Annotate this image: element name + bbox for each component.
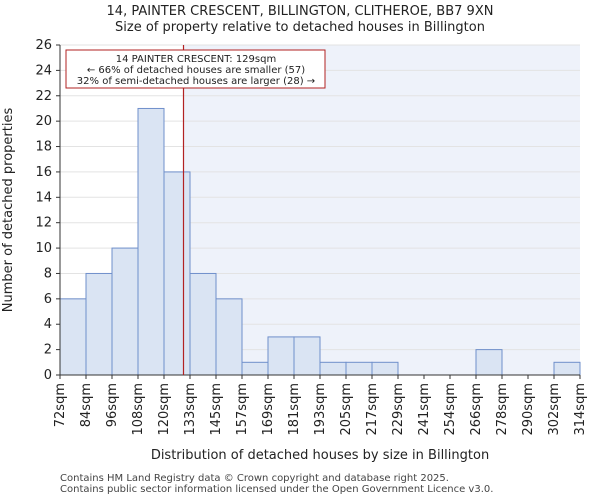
bar bbox=[189, 272, 217, 376]
x-tick-label: 193sqm bbox=[313, 383, 328, 436]
bar bbox=[267, 336, 295, 376]
bar bbox=[319, 361, 347, 376]
chart-subtitle: Size of property relative to detached ho… bbox=[115, 20, 485, 35]
y-tick-label: 4 bbox=[44, 317, 52, 332]
bar bbox=[137, 107, 165, 376]
x-tick-label: 229sqm bbox=[391, 383, 406, 436]
y-tick-label: 6 bbox=[44, 292, 52, 307]
y-tick-label: 12 bbox=[35, 216, 52, 231]
bar bbox=[371, 361, 399, 376]
y-tick-label: 14 bbox=[35, 190, 52, 205]
y-tick-label: 0 bbox=[44, 368, 52, 383]
chart-title: 14, PAINTER CRESCENT, BILLINGTON, CLITHE… bbox=[106, 4, 494, 19]
right-shaded-region bbox=[183, 45, 580, 375]
y-tick-label: 2 bbox=[44, 343, 52, 358]
x-tick-label: 314sqm bbox=[573, 383, 588, 436]
annotation-line-1: 14 PAINTER CRESCENT: 129sqm bbox=[116, 54, 276, 65]
bar bbox=[163, 171, 191, 376]
footer-line-1: Contains HM Land Registry data © Crown c… bbox=[60, 473, 449, 484]
bar bbox=[293, 336, 321, 376]
x-tick-label: 169sqm bbox=[261, 383, 276, 436]
y-tick-label: 16 bbox=[35, 165, 52, 180]
x-tick-label: 157sqm bbox=[235, 383, 250, 436]
y-tick-label: 8 bbox=[44, 266, 52, 281]
bar bbox=[59, 298, 87, 376]
x-tick-label: 205sqm bbox=[339, 383, 354, 436]
x-tick-label: 241sqm bbox=[417, 383, 432, 436]
bar bbox=[111, 247, 139, 376]
y-tick-label: 24 bbox=[35, 63, 52, 78]
x-axis-title: Distribution of detached houses by size … bbox=[151, 448, 489, 463]
x-tick-label: 290sqm bbox=[521, 383, 536, 436]
x-tick-label: 84sqm bbox=[79, 383, 94, 427]
x-tick-label: 108sqm bbox=[131, 383, 146, 436]
y-tick-label: 20 bbox=[35, 114, 52, 129]
y-tick-label: 18 bbox=[35, 140, 52, 155]
x-tick-label: 278sqm bbox=[495, 383, 510, 436]
bar bbox=[345, 361, 373, 376]
x-tick-label: 181sqm bbox=[287, 383, 302, 436]
x-tick-label: 266sqm bbox=[469, 383, 484, 436]
y-tick-label: 10 bbox=[35, 241, 52, 256]
bar bbox=[85, 272, 113, 376]
y-tick-label: 22 bbox=[35, 89, 52, 104]
x-tick-label: 72sqm bbox=[53, 383, 68, 427]
bar bbox=[241, 361, 269, 376]
x-tick-label: 120sqm bbox=[157, 383, 172, 436]
annotation-line-2: ← 66% of detached houses are smaller (57… bbox=[87, 65, 305, 76]
x-tick-label: 145sqm bbox=[209, 383, 224, 436]
annotation-box bbox=[65, 49, 326, 89]
x-tick-label: 302sqm bbox=[547, 383, 562, 436]
x-tick-label: 254sqm bbox=[443, 383, 458, 436]
x-tick-label: 217sqm bbox=[365, 383, 380, 436]
footer-line-2: Contains public sector information licen… bbox=[60, 484, 494, 495]
y-tick-label: 26 bbox=[35, 38, 52, 53]
annotation-line-3: 32% of semi-detached houses are larger (… bbox=[77, 76, 315, 87]
bar bbox=[475, 349, 503, 376]
bar bbox=[215, 298, 243, 376]
y-axis-title: Number of detached properties bbox=[1, 108, 16, 313]
x-tick-label: 96sqm bbox=[105, 383, 120, 427]
x-tick-label: 133sqm bbox=[183, 383, 198, 436]
bar bbox=[553, 361, 581, 376]
